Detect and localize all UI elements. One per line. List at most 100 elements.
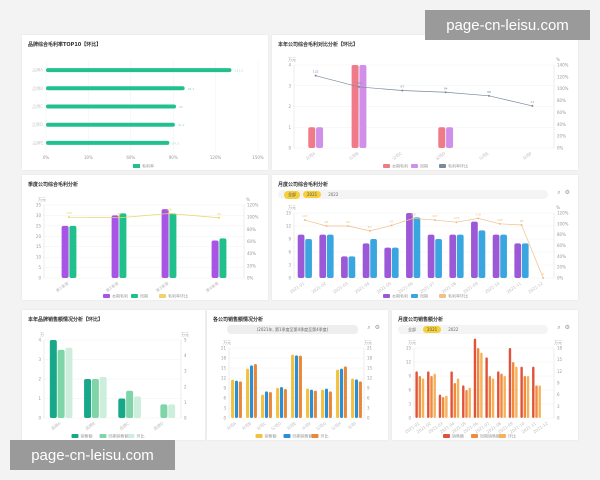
line-data-label: 110 [410,212,416,216]
tab-all[interactable]: 全部 [408,326,416,332]
x-tick-label: 2021-09 [462,280,479,294]
bar [413,217,421,278]
line-data-label: 98 [520,219,524,223]
bar [535,385,538,418]
line-series [304,218,544,279]
y2-tick-label: 20% [247,263,256,268]
bar [370,239,377,278]
line-data-label: 71 [530,100,534,104]
x-tick-label: 2021-06 [397,280,414,294]
zoom-icon[interactable]: ⌕ [367,324,371,331]
bar [118,398,126,418]
x-tick-label: 公司G [315,421,327,431]
y2-tick-label: 0 [367,416,370,421]
panel-title: 月度公司综合毛利分析 [278,182,329,188]
period-subtitle: (2021年, 第1季度至第4季度至第4季度) [227,325,358,334]
data-label: 92 [179,105,183,109]
settings-icon[interactable]: ⚙ [564,189,570,196]
x-tick-label: 60% [126,155,135,160]
y-tick-label: 35 [36,203,42,208]
line-data-label: 99 [117,212,121,216]
bar [298,355,302,418]
tab-2022[interactable]: 2022 [448,327,459,332]
panel-title: 品牌综合毛利率TOP10【环比】 [28,42,102,48]
x-tick-label: 公司F [522,150,534,160]
bar [485,357,488,418]
bar [446,127,454,148]
y-tick-label: 25 [36,223,42,228]
y2-tick-label: 60% [247,239,256,244]
zoom-icon[interactable]: ⌕ [557,324,561,331]
tab-2021[interactable]: 2021 [423,326,442,333]
settings-icon[interactable]: ⚙ [374,324,380,331]
bar [316,127,324,148]
line-point [303,219,306,222]
bar [476,348,480,418]
panel-title: 本年公司综合毛利对比分析【环比】 [278,42,359,48]
bar [57,349,65,418]
bar [253,364,257,418]
bar [445,395,448,418]
y2-tick-label: 40% [557,254,566,259]
line-data-label: 88 [487,90,491,94]
bar [84,379,92,418]
x-tick-label: 2021-02 [311,280,328,294]
y-tick-label: 9 [408,374,411,379]
x-tick-label: 公司E [478,150,490,160]
y2-tick-label: 60% [557,243,566,248]
y2-tick-label: 1 [184,400,187,405]
bar [339,368,344,418]
bar [438,394,442,418]
y2-tick-label: 6 [557,392,560,397]
legend-label: 环比 [508,433,516,439]
y-tick-label: 0 [223,416,226,421]
settings-icon[interactable]: ⚙ [564,324,570,331]
bar [161,209,169,278]
bar [491,378,495,418]
bar [384,247,392,278]
y-tick-label: 21 [221,346,227,351]
line-point [347,225,350,227]
line-data-label: 0 [542,272,544,276]
legend-label: 同期销售额 [109,433,129,439]
tab-2021[interactable]: 2021 [303,191,322,198]
tab-all[interactable]: 全部 [284,190,300,199]
legend-swatch [71,434,79,438]
legend-swatch [103,294,110,298]
bar [169,213,177,278]
y2-tick-label: 0% [557,276,564,281]
bar [503,376,506,418]
bar [133,396,141,418]
x-tick-label: 第2季度 [104,280,119,293]
legend-swatch [411,164,418,168]
y2-tick-label: 18 [367,356,373,361]
bar [521,243,529,278]
bar [313,390,317,418]
x-tick-label: 2021-01 [289,280,306,294]
tab-2022[interactable]: 2022 [328,192,339,197]
line-point [498,222,501,225]
y2-tick-label: 3 [184,369,187,374]
y2-tick-label: 20% [557,134,566,139]
y2-tick-label: 3 [557,404,560,409]
bar [391,247,399,278]
legend-swatch [383,294,390,298]
line-data-label: 110 [475,212,481,216]
data-label: 87.3 [172,141,179,145]
line-data-label: 100 [497,218,503,222]
y2-tick-label: 40% [247,251,256,256]
legend-swatch [443,434,450,438]
y-tick-label: 0 [288,276,291,281]
zoom-icon[interactable]: ⌕ [557,189,561,196]
line-point [520,223,523,226]
legend-swatch [283,434,291,438]
x-tick-label: 2021-11 [506,280,523,294]
y-tick-label: 3 [288,83,291,88]
x-tick-label: 公司D [270,421,282,431]
line-point [368,229,371,232]
y-tick-label: 2 [288,104,291,109]
bar [61,225,69,278]
bar [523,376,527,418]
